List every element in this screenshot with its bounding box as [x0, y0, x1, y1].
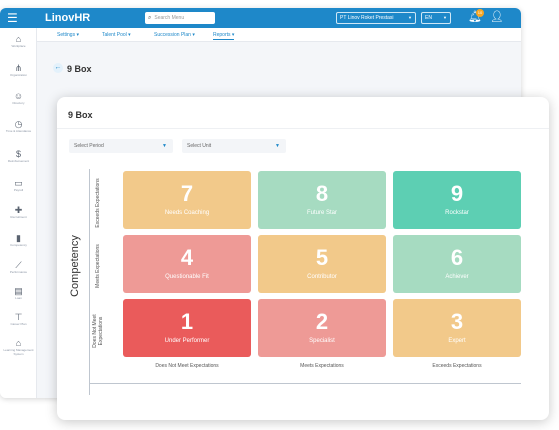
col-label-does-not-meet: Does Not Meet Expectations: [155, 363, 219, 369]
bar-chart-icon: ▮: [16, 233, 21, 243]
tab-bar: Settings ▾ Talent Pool ▾ Succession Plan…: [37, 28, 521, 42]
select-period[interactable]: Select Period ▼: [69, 139, 173, 153]
box-3[interactable]: 3 Expert: [393, 299, 521, 357]
notification-badge: 10: [476, 9, 484, 17]
sidebar-item-lms[interactable]: ⌂ Learning Management System: [0, 338, 37, 356]
menu-icon[interactable]: ☰: [7, 11, 18, 25]
row-label-does-not-meet: Does Not Meet Expectations: [92, 314, 104, 348]
sidebar-item-performance[interactable]: ⟋ Performance: [0, 260, 37, 274]
tab-succession-plan[interactable]: Succession Plan ▾: [154, 32, 195, 38]
sidebar-item-organization[interactable]: ⋔ Organization: [0, 63, 37, 77]
sidebar-item-directory[interactable]: ☺ Directory: [0, 91, 37, 105]
col-label-meets: Meets Expectations: [300, 363, 344, 369]
box-7[interactable]: 7 Needs Coaching: [123, 171, 251, 229]
people-icon: ☺: [13, 91, 24, 101]
box-9[interactable]: 9 Rockstar: [393, 171, 521, 229]
tab-settings[interactable]: Settings ▾: [57, 32, 79, 38]
box-8[interactable]: 8 Future Star: [258, 171, 386, 229]
box-2[interactable]: 2 Specialist: [258, 299, 386, 357]
sidebar-item-time-attendance[interactable]: ◷ Time & Attendance: [0, 119, 37, 133]
brand-logo: LinovHR: [45, 12, 91, 24]
sidebar-item-competency[interactable]: ▮ Competency: [0, 233, 37, 247]
chevron-down-icon: ▼: [275, 143, 280, 149]
search-icon: ⌕: [148, 15, 152, 21]
line-chart-icon: ⟋: [15, 260, 22, 270]
divider: [57, 128, 549, 129]
user-icon[interactable]: 👤︎: [490, 11, 504, 23]
building-icon: ⌂: [15, 34, 22, 44]
chevron-down-icon: ▼: [443, 15, 447, 20]
search-placeholder: Search Menu: [154, 15, 185, 21]
chevron-down-icon: ▼: [162, 143, 167, 149]
language-select[interactable]: EN ▼: [421, 12, 451, 24]
tab-talent-pool[interactable]: Talent Pool ▾: [102, 32, 131, 38]
clock-icon: ◷: [14, 119, 23, 129]
sidebar: ⌂ Workplace ⋔ Organization ☺ Directory ◷ Tim…: [0, 28, 37, 398]
money-icon: $: [15, 149, 21, 159]
company-select[interactable]: PT Linov Roket Prestasi ▼: [336, 12, 416, 24]
sidebar-item-payroll[interactable]: ▭ Payroll: [0, 178, 37, 192]
wallet-icon: ▤: [14, 286, 23, 296]
sidebar-item-workplace[interactable]: ⌂ Workplace: [0, 34, 37, 48]
graduation-cap-icon: ⌂: [15, 338, 22, 348]
search-input[interactable]: ⌕ Search Menu: [145, 12, 215, 24]
card-icon: ▭: [14, 178, 23, 188]
select-unit-placeholder: Select Unit: [187, 143, 212, 149]
box-4[interactable]: 4 Questionable Fit: [123, 235, 251, 293]
y-axis-title: Competency: [69, 235, 81, 297]
select-period-placeholder: Select Period: [74, 143, 104, 149]
box-6[interactable]: 6 Achiever: [393, 235, 521, 293]
sidebar-item-recruitment[interactable]: ✚ Recruitment: [0, 205, 37, 219]
tab-reports[interactable]: Reports ▾: [213, 32, 235, 40]
box-5[interactable]: 5 Contributor: [258, 235, 386, 293]
language-value: EN: [425, 15, 432, 21]
org-chart-icon: ⋔: [14, 63, 23, 73]
page-title: 9 Box: [67, 64, 92, 74]
sidebar-item-career-plan[interactable]: ⊤ Career Plan: [0, 312, 37, 326]
box-1[interactable]: 1 Under Performer: [123, 299, 251, 357]
row-label-meets: Meets Expectations: [95, 244, 101, 288]
company-value: PT Linov Roket Prestasi: [340, 15, 394, 21]
chevron-down-icon: ▼: [408, 15, 412, 20]
top-bar: ☰ LinovHR ⌕ Search Menu PT Linov Roket Pr…: [0, 8, 521, 28]
back-arrow-icon[interactable]: ←: [53, 63, 63, 73]
signpost-icon: ⊤: [14, 312, 23, 322]
col-label-exceeds: Exceeds Expectations: [432, 363, 482, 369]
add-user-icon: ✚: [14, 205, 23, 215]
card-title: 9 Box: [68, 110, 93, 120]
x-axis-line: [89, 383, 521, 384]
nine-box-card: 9 Box Select Period ▼ Select Unit ▼ Compet…: [57, 97, 549, 420]
sidebar-item-loan[interactable]: ▤ Loan: [0, 286, 37, 300]
y-axis-line: [89, 169, 90, 395]
select-unit[interactable]: Select Unit ▼: [182, 139, 286, 153]
row-label-exceeds: Exceeds Expectations: [95, 178, 101, 228]
sidebar-item-reimbursement[interactable]: $ Reimbursement: [0, 149, 37, 163]
